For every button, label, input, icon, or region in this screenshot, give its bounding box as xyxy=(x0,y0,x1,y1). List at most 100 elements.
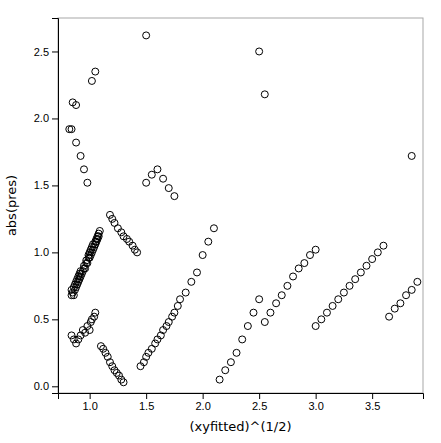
y-tick-label: 1.0 xyxy=(34,246,49,258)
point xyxy=(134,249,141,256)
x-tick-mark xyxy=(203,393,204,399)
x-tick-mark xyxy=(372,393,373,399)
point xyxy=(295,265,302,272)
y-tick-label: 0.5 xyxy=(34,313,49,325)
y-tick: 2.5 xyxy=(34,46,58,58)
y-axis-title: abs(pres) xyxy=(4,175,19,236)
point xyxy=(75,336,82,343)
point xyxy=(346,282,353,289)
point xyxy=(374,249,381,256)
point xyxy=(165,185,172,192)
point xyxy=(102,349,109,356)
y-tick-mark xyxy=(52,118,58,119)
point xyxy=(301,260,308,267)
point xyxy=(163,323,170,330)
point xyxy=(152,340,159,347)
point xyxy=(284,282,291,289)
point xyxy=(250,309,257,316)
point xyxy=(318,316,325,323)
plot-frame xyxy=(58,18,423,393)
y-tick-label: 1.5 xyxy=(34,179,49,191)
point xyxy=(174,302,181,309)
point xyxy=(312,246,319,253)
x-tick-label: 2.0 xyxy=(195,400,210,412)
point xyxy=(261,319,268,326)
point xyxy=(106,359,113,366)
point xyxy=(222,367,229,374)
point xyxy=(414,278,421,285)
point xyxy=(100,345,107,352)
point xyxy=(120,379,127,386)
point xyxy=(199,252,206,259)
point xyxy=(143,179,150,186)
x-axis-line xyxy=(59,394,424,400)
x-tick-label: 3.0 xyxy=(308,400,323,412)
y-tick-label: 2.0 xyxy=(34,112,49,124)
point xyxy=(205,238,212,245)
point xyxy=(68,126,75,133)
x-tick-label: 3.5 xyxy=(365,400,380,412)
y-tick-label: 0.0 xyxy=(34,380,49,392)
point xyxy=(335,296,342,303)
point xyxy=(380,242,387,249)
point xyxy=(68,332,75,339)
x-tick-label: 1.0 xyxy=(82,400,97,412)
y-tick-mark xyxy=(52,252,58,253)
point xyxy=(244,323,251,330)
point xyxy=(323,309,330,316)
point xyxy=(92,68,99,75)
point xyxy=(408,152,415,159)
y-axis: 0.0 0.5 1.0 1.5 2.0 2.5 xyxy=(34,19,59,394)
point xyxy=(171,309,178,316)
plot: 1.0 1.5 2.0 2.5 3.0 3.5 0.0 0.5 1.0 1.5 2.0 2.5 xyxy=(34,18,424,412)
point xyxy=(77,152,84,159)
point xyxy=(193,269,200,276)
y-tick: 0.5 xyxy=(34,313,58,325)
y-tick: 1.0 xyxy=(34,246,58,258)
y-tick: 0.0 xyxy=(34,380,58,392)
point xyxy=(109,363,116,370)
points xyxy=(66,32,421,386)
point xyxy=(160,175,167,182)
point xyxy=(143,32,150,39)
point xyxy=(129,242,136,249)
point xyxy=(290,273,297,280)
x-tick: 1.0 xyxy=(82,393,97,412)
point xyxy=(369,256,376,263)
point xyxy=(256,296,263,303)
point xyxy=(106,211,113,218)
point xyxy=(109,215,116,222)
point xyxy=(73,102,80,109)
point xyxy=(143,353,150,360)
point xyxy=(182,289,189,296)
point xyxy=(92,309,99,316)
point xyxy=(118,229,125,236)
point xyxy=(233,349,240,356)
chart: 1.01.52.02.53.03.50.00.51.01.52.02.5(xyf… xyxy=(0,0,441,443)
point xyxy=(312,323,319,330)
x-tick: 3.0 xyxy=(308,393,323,412)
point xyxy=(96,227,103,234)
x-axis: 1.01.52.02.53.03.5 xyxy=(59,393,424,412)
x-tick-label: 2.5 xyxy=(252,400,267,412)
point xyxy=(256,48,263,55)
y-tick-mark xyxy=(52,185,58,186)
point xyxy=(169,313,176,320)
point xyxy=(239,336,246,343)
point xyxy=(88,77,95,84)
point xyxy=(171,193,178,200)
point xyxy=(73,139,80,146)
x-tick-mark xyxy=(90,393,91,399)
point xyxy=(363,262,370,269)
point xyxy=(352,276,359,283)
point xyxy=(329,302,336,309)
point xyxy=(386,313,393,320)
point xyxy=(227,359,234,366)
x-tick: 2.5 xyxy=(252,393,267,412)
point xyxy=(278,292,285,299)
y-axis-line xyxy=(52,19,59,394)
y-tick-mark xyxy=(52,51,58,52)
point xyxy=(273,300,280,307)
point xyxy=(80,166,87,173)
y-tick-mark xyxy=(52,319,58,320)
